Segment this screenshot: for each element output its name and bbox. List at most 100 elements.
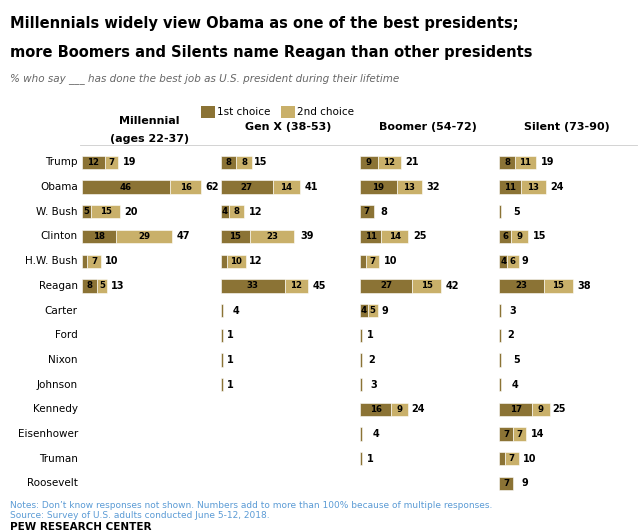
- Text: 18: 18: [93, 232, 105, 241]
- Text: Kennedy: Kennedy: [33, 404, 78, 414]
- Text: 4: 4: [233, 305, 240, 315]
- Text: 12: 12: [249, 207, 262, 217]
- Text: 20: 20: [124, 207, 138, 217]
- Bar: [82, 230, 116, 243]
- Text: Millennial: Millennial: [119, 116, 180, 126]
- Text: Roosevelt: Roosevelt: [27, 478, 78, 488]
- Bar: [91, 205, 120, 219]
- Bar: [500, 378, 501, 392]
- Text: 12: 12: [249, 256, 262, 266]
- Bar: [221, 156, 236, 169]
- Text: Reagan: Reagan: [39, 281, 78, 291]
- Bar: [500, 427, 513, 440]
- Bar: [360, 329, 362, 342]
- Text: 11: 11: [365, 232, 377, 241]
- Text: 4: 4: [373, 429, 379, 439]
- Bar: [378, 156, 401, 169]
- Text: 12: 12: [87, 158, 100, 167]
- Bar: [412, 279, 441, 293]
- Bar: [360, 230, 382, 243]
- Text: 14: 14: [531, 429, 544, 439]
- Bar: [236, 156, 252, 169]
- Text: Source: Survey of U.S. adults conducted June 5-12, 2018.: Source: Survey of U.S. adults conducted …: [10, 511, 269, 520]
- Text: 19: 19: [373, 182, 385, 192]
- Text: 7: 7: [517, 429, 523, 438]
- Text: % who say ___ has done the best job as U.S. president during their lifetime: % who say ___ has done the best job as U…: [10, 73, 399, 85]
- Text: 14: 14: [389, 232, 401, 241]
- Bar: [221, 205, 228, 219]
- Text: 7: 7: [503, 479, 509, 488]
- Text: 7: 7: [509, 454, 515, 463]
- Bar: [82, 180, 170, 194]
- Text: 41: 41: [304, 182, 318, 192]
- Text: 7: 7: [364, 207, 370, 217]
- Text: 15: 15: [100, 207, 112, 217]
- Bar: [82, 156, 105, 169]
- Bar: [226, 254, 246, 268]
- Text: Silent (73-90): Silent (73-90): [524, 122, 610, 132]
- Bar: [515, 156, 536, 169]
- Text: 10: 10: [523, 454, 537, 464]
- Text: 27: 27: [241, 182, 253, 192]
- Text: PEW RESEARCH CENTER: PEW RESEARCH CENTER: [10, 522, 151, 532]
- Bar: [97, 279, 107, 293]
- Text: 45: 45: [312, 281, 325, 291]
- Bar: [366, 254, 380, 268]
- Bar: [273, 180, 300, 194]
- Bar: [500, 205, 501, 219]
- Text: Trump: Trump: [45, 157, 78, 168]
- Text: 5: 5: [514, 355, 520, 365]
- Text: 3: 3: [510, 305, 516, 315]
- Text: 47: 47: [177, 231, 190, 242]
- Text: 8: 8: [234, 207, 239, 217]
- Text: 10: 10: [384, 256, 397, 266]
- Text: 23: 23: [516, 281, 528, 290]
- Text: 6: 6: [502, 232, 508, 241]
- Bar: [201, 106, 215, 118]
- Text: Millennials widely view Obama as one of the best presidents;: Millennials widely view Obama as one of …: [10, 16, 518, 31]
- Text: 21: 21: [405, 157, 419, 168]
- Text: 4: 4: [361, 306, 367, 315]
- Bar: [360, 452, 362, 466]
- Bar: [221, 378, 223, 392]
- Text: 5: 5: [99, 281, 105, 290]
- Bar: [500, 477, 513, 490]
- Text: 9: 9: [366, 158, 372, 167]
- Bar: [170, 180, 201, 194]
- Text: 8: 8: [86, 281, 93, 290]
- Text: 9: 9: [521, 478, 528, 488]
- Text: 2: 2: [369, 355, 375, 365]
- Bar: [500, 452, 505, 466]
- Text: 15: 15: [230, 232, 241, 241]
- Bar: [360, 205, 374, 219]
- Bar: [360, 304, 368, 317]
- Bar: [511, 230, 528, 243]
- Bar: [500, 403, 532, 416]
- Text: 4: 4: [500, 256, 507, 265]
- Text: H.W. Bush: H.W. Bush: [26, 256, 78, 266]
- Bar: [500, 180, 521, 194]
- Text: 13: 13: [403, 182, 415, 192]
- Text: Carter: Carter: [45, 305, 78, 315]
- Text: 25: 25: [413, 231, 426, 242]
- Bar: [228, 205, 244, 219]
- Text: 9: 9: [397, 405, 403, 414]
- Text: 2nd choice: 2nd choice: [297, 107, 353, 117]
- Text: 9: 9: [538, 405, 544, 414]
- Bar: [360, 378, 362, 392]
- Bar: [391, 403, 408, 416]
- Text: 4: 4: [512, 380, 518, 389]
- Text: Ford: Ford: [55, 330, 78, 340]
- Bar: [360, 156, 378, 169]
- Text: Gen X (38-53): Gen X (38-53): [246, 122, 332, 132]
- Bar: [368, 304, 378, 317]
- Bar: [250, 230, 294, 243]
- Text: 15: 15: [533, 231, 546, 242]
- Text: 1: 1: [367, 454, 373, 464]
- Text: 12: 12: [290, 281, 302, 290]
- Bar: [500, 353, 501, 367]
- Text: Notes: Don’t know responses not shown. Numbers add to more than 100% because of : Notes: Don’t know responses not shown. N…: [10, 501, 492, 510]
- Text: 29: 29: [138, 232, 151, 241]
- Text: 5: 5: [84, 207, 89, 217]
- Text: 62: 62: [205, 182, 219, 192]
